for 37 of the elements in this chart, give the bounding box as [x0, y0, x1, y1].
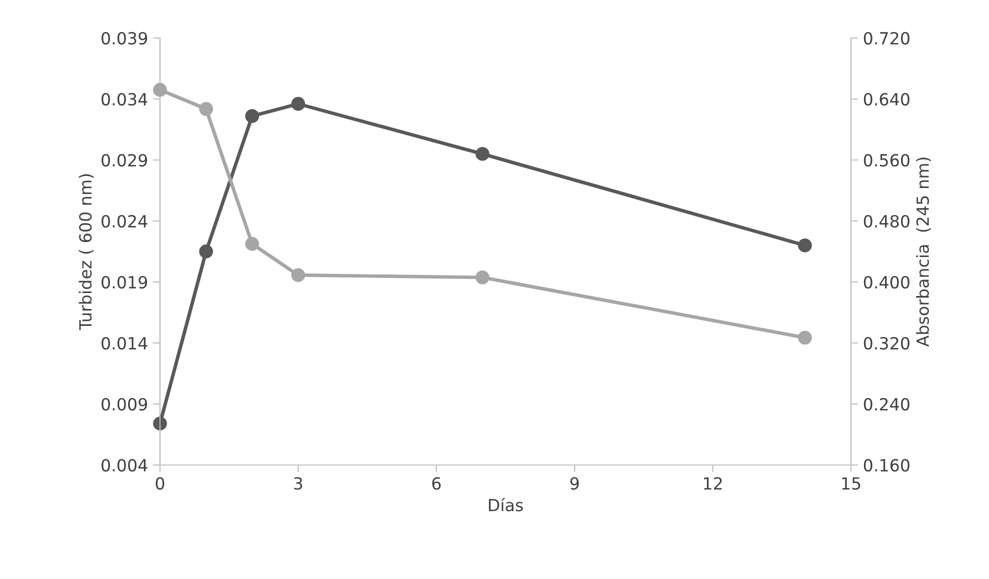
x-tick-label: 3	[294, 477, 302, 490]
x-tick-label: 12	[704, 477, 722, 490]
point	[153, 416, 167, 430]
point	[291, 268, 306, 282]
x-tick-label: 9	[570, 477, 579, 490]
y-tick-label: 0.039	[102, 32, 148, 45]
y-tick-label: 0.029	[102, 154, 148, 167]
y2-tick-label: 0.400	[864, 276, 910, 289]
y2-tick-label: 0.480	[864, 214, 910, 228]
point	[245, 236, 260, 251]
x-tick-label: 15	[842, 477, 860, 490]
point	[476, 270, 490, 284]
point	[476, 146, 490, 161]
y2-tick-label: 0.240	[864, 398, 910, 411]
x-tick-label: 0	[156, 477, 164, 490]
point	[291, 96, 306, 111]
point	[153, 82, 167, 97]
y2-tick-label: 0.640	[864, 92, 910, 106]
y2-tick-label: 0.720	[864, 32, 910, 45]
x-axis-title: Días	[488, 498, 523, 512]
y2-tick-label: 0.320	[864, 336, 910, 350]
y-axis-title: Turbidez ( 600 nm)	[78, 174, 94, 330]
y-tick-label: 0.024	[102, 214, 148, 228]
y-tick-label: 0.009	[102, 398, 148, 411]
y-tick-label: 0.014	[102, 336, 148, 350]
y2-axis-title: Absorbancia (245 nm)	[916, 158, 931, 347]
x-tick-label: 6	[432, 477, 441, 490]
y2-tick-label: 0.560	[864, 154, 910, 167]
y-tick-label: 0.019	[102, 276, 148, 289]
point	[798, 330, 812, 345]
point	[199, 102, 214, 116]
point	[199, 244, 214, 258]
point	[798, 238, 812, 252]
y2-tick-label: 0.160	[864, 458, 910, 472]
point	[245, 109, 260, 124]
y-tick-label: 0.004	[102, 458, 148, 472]
y-tick-label: 0.034	[102, 92, 148, 106]
